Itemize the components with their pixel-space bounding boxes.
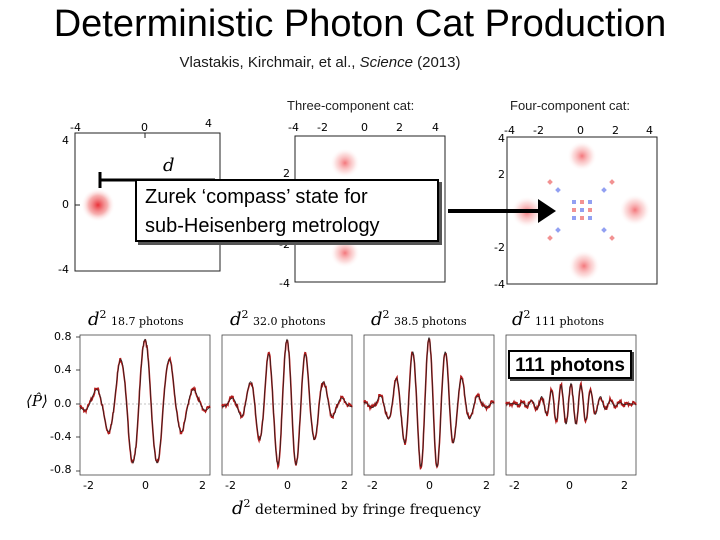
fringe-plots (76, 334, 637, 476)
citation: Vlastakis, Kirchmair, et al., Science (2… (0, 54, 640, 71)
coherent-blob-left (81, 188, 115, 222)
three-top-tick: 4 (432, 121, 439, 134)
panel-header: d2 38.5 photons (371, 308, 467, 330)
x-tick: 2 (483, 479, 490, 492)
three-top-tick: -2 (317, 121, 328, 134)
three-component-label: Three-component cat: (287, 98, 415, 113)
four-top-tick: 4 (646, 124, 653, 137)
fringe-trace (221, 339, 353, 471)
three-top-tick: 2 (396, 121, 403, 134)
y-tick: 0.4 (54, 363, 72, 376)
three-top-tick: 0 (361, 121, 368, 134)
y-tick: -0.4 (50, 430, 72, 443)
three-top-tick: -4 (288, 121, 299, 134)
coherent-blob (568, 250, 600, 282)
footer-caption: d2 determined by fringe frequency (232, 497, 481, 519)
photon-badge: 111 photons (508, 350, 632, 379)
d-symbol: d (163, 155, 175, 176)
coherent-blob (330, 148, 360, 178)
fringe-fit (363, 336, 495, 468)
interference-pattern (547, 179, 615, 241)
four-side-tick: -2 (494, 241, 505, 254)
left-top-tick: 4 (205, 117, 212, 130)
x-tick: 0 (142, 479, 149, 492)
x-tick: 0 (284, 479, 291, 492)
fringe-fit (79, 338, 211, 464)
fringe-panel (363, 334, 495, 476)
callout-line: Zurek ‘compass’ state for (145, 186, 368, 208)
zurek-compass-callout: Zurek ‘compass’ state for sub-Heisenberg… (135, 179, 439, 242)
three-side-tick: -4 (279, 277, 290, 290)
fringe-fit (505, 382, 637, 425)
left-side-tick: 0 (62, 198, 69, 211)
coherent-blob (567, 141, 597, 171)
d2-symbol: d2 (88, 308, 107, 330)
panel-header: d2 32.0 photons (230, 308, 326, 330)
panel-header: d2 18.7 photons (88, 308, 184, 330)
slide-title: Deterministic Photon Cat Production (53, 3, 667, 45)
d2-symbol: d2 (371, 308, 390, 330)
four-top-tick: -2 (533, 124, 544, 137)
coherent-blob (330, 238, 360, 268)
footer-text: determined by fringe frequency (254, 502, 481, 518)
fringe-panel (79, 334, 211, 476)
four-side-tick: -4 (494, 278, 505, 291)
three-side-tick: 2 (283, 167, 290, 180)
callout-line: sub-Heisenberg metrology (145, 215, 380, 237)
left-top-tick: -4 (70, 121, 81, 134)
photon-count: 38.5 photons (393, 315, 467, 328)
x-tick: -2 (83, 479, 94, 492)
fringe-trace (505, 380, 637, 425)
y-tick: -0.8 (50, 463, 72, 476)
four-top-tick: 0 (577, 124, 584, 137)
x-tick: 2 (341, 479, 348, 492)
x-tick: -2 (509, 479, 520, 492)
three-side-tick: -2 (279, 238, 290, 251)
d2-symbol: d2 (232, 497, 251, 519)
four-top-tick: 2 (612, 124, 619, 137)
wigner-plots: d -4 0 4 4 0 -4 -4 -2 0 2 4 2 -2 -4 (58, 117, 658, 291)
y-tick: 0.8 (54, 330, 72, 343)
left-side-tick: -4 (58, 263, 69, 276)
citation-year: (2013) (412, 54, 461, 71)
d2-symbol: d2 (230, 308, 249, 330)
left-side-tick: 4 (62, 134, 69, 147)
x-tick: 2 (621, 479, 628, 492)
x-tick: 2 (199, 479, 206, 492)
y-tick: 0.0 (54, 397, 72, 410)
four-side-tick: 2 (498, 168, 505, 181)
four-top-tick: -4 (504, 124, 515, 137)
photon-count: 111 photons (534, 315, 604, 328)
photon-count: 18.7 photons (110, 315, 184, 328)
fringe-trace (79, 338, 211, 465)
four-side-tick: 4 (498, 132, 505, 145)
fringe-panel (221, 334, 353, 476)
x-tick: -2 (225, 479, 236, 492)
y-axis-label: ⟨P̂⟩ (26, 392, 48, 410)
x-tick: -2 (367, 479, 378, 492)
four-component-label: Four-component cat: (510, 98, 630, 113)
citation-authors: Vlastakis, Kirchmair, et al., (179, 54, 360, 71)
citation-journal: Science (359, 54, 413, 71)
fringe-fit (221, 338, 353, 466)
x-tick: 0 (426, 479, 433, 492)
left-top-tick: 0 (141, 121, 148, 134)
two-component-wigner: d (74, 132, 221, 272)
photon-count: 32.0 photons (252, 315, 326, 328)
x-tick: 0 (566, 479, 573, 492)
coherent-blob (619, 194, 651, 226)
d2-symbol: d2 (512, 308, 531, 330)
panel-header: d2 111 photons (512, 308, 604, 330)
